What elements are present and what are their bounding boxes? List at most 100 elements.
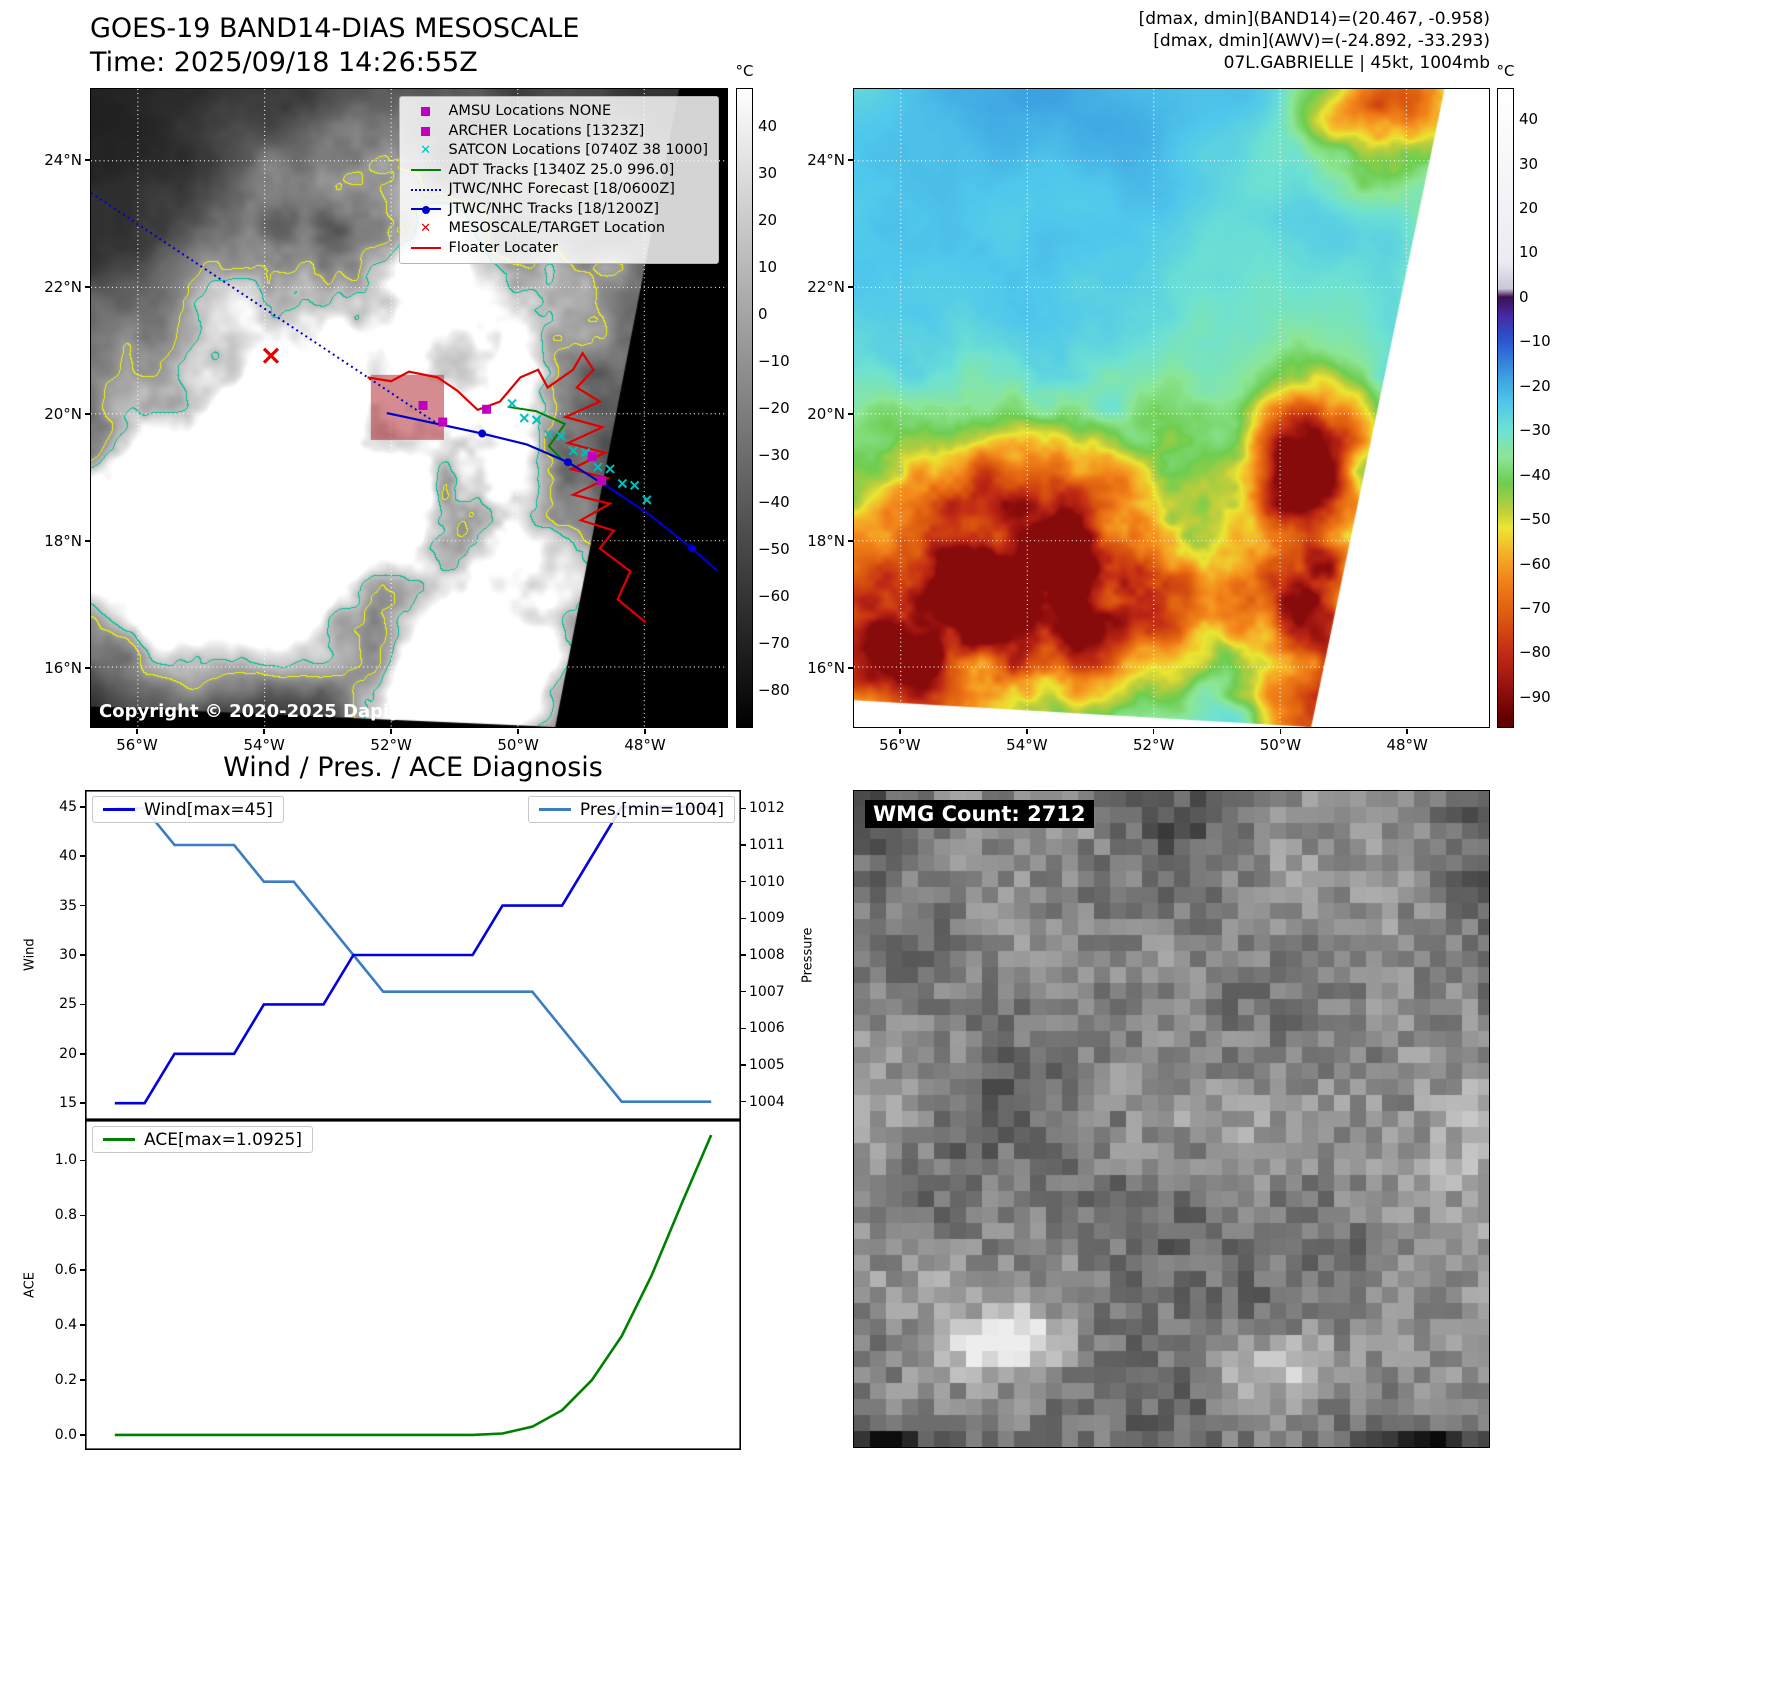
legend-item-5: JTWC/NHC Tracks [18/1200Z]	[410, 200, 708, 220]
wind-line-sample	[103, 808, 135, 811]
wind-tick	[80, 855, 85, 857]
awv-colorbar-tick: −40	[1519, 465, 1551, 484]
awv-colorbar-tick: −30	[1519, 421, 1551, 440]
pressure-legend: Pres.[min=1004]	[527, 796, 735, 823]
dotted-line-icon	[410, 183, 442, 197]
wind-tick-label: 15	[59, 1095, 77, 1112]
pressure-line-sample	[538, 808, 571, 811]
wind-legend: Wind[max=45]	[92, 796, 284, 823]
band14-colorbar-tick: −50	[758, 540, 790, 559]
band14-lat-tick	[85, 159, 90, 161]
wind-tick	[80, 1053, 85, 1055]
jtwc-track-point	[564, 458, 572, 467]
awv-lon-label: 48°W	[1386, 736, 1428, 754]
satcon-marker	[617, 478, 628, 489]
legend-item-4: JTWC/NHC Forecast [18/0600Z]	[410, 180, 708, 200]
wind-tick	[80, 904, 85, 907]
archer-amsu-marker	[482, 404, 492, 414]
awv-lon-tick	[1279, 729, 1282, 734]
legend-item-6: ✕ MESOSCALE/TARGET Location	[410, 219, 708, 239]
pressure-tick	[741, 844, 746, 846]
wind-tick-label: 45	[59, 798, 77, 815]
band14-lon-tick	[263, 729, 265, 734]
legend-item-label: Floater Locater	[448, 239, 558, 256]
band14-colorbar-tick: −10	[758, 351, 790, 370]
diagnosis-title: Wind / Pres. / ACE Diagnosis	[223, 752, 603, 783]
awv-colorbar-tick: −60	[1519, 554, 1551, 573]
mesoscale-target-marker	[262, 347, 280, 364]
awv-lat-tick	[848, 667, 853, 669]
band14-lat-label: 22°N	[44, 278, 82, 297]
awv-colorbar-tick: 0	[1519, 287, 1529, 306]
band14-lat-tick	[85, 667, 90, 669]
pressure-tick	[741, 954, 746, 956]
ace-tick-label: 0.2	[54, 1371, 77, 1388]
wmg-panel: WMG Count: 2712	[853, 790, 1490, 1448]
legend-item-label: JTWC/NHC Tracks [18/1200Z]	[448, 200, 660, 217]
ace-tick	[80, 1434, 85, 1436]
pressure-tick	[741, 990, 746, 993]
pressure-tick-label: 1009	[749, 910, 785, 927]
awv-lon-tick	[899, 729, 901, 734]
band14-title: GOES-19 BAND14-DIAS MESOSCALE	[90, 13, 580, 44]
band14-lon-label: 54°W	[243, 736, 285, 754]
legend-item-label: SATCON Locations [0740Z 38 1000]	[448, 142, 708, 158]
band14-colorbar-tick: 30	[758, 163, 778, 182]
satcon-marker	[642, 495, 652, 505]
awv-colorbar-tick: −90	[1519, 687, 1551, 706]
awv-overlay	[854, 89, 1489, 727]
legend-item-2: ✕ SATCON Locations [0740Z 38 1000]	[410, 141, 708, 161]
band14-lat-tick	[85, 286, 90, 288]
awv-colorbar-tick: −20	[1519, 376, 1551, 395]
floater-locater-line	[367, 351, 647, 624]
ace-legend-label: ACE[max=1.0925]	[144, 1129, 302, 1150]
wind-tick-label: 20	[59, 1045, 77, 1062]
line-icon	[410, 241, 442, 255]
pressure-tick	[741, 1064, 746, 1066]
legend-item-label: ARCHER Locations [1323Z]	[448, 122, 645, 139]
awv-lon-label: 56°W	[879, 736, 921, 754]
ace-tick	[80, 1159, 85, 1162]
pressure-tick-label: 1012	[749, 800, 785, 817]
satcon-marker	[629, 480, 640, 491]
band14-lat-tick	[85, 413, 90, 415]
wind-legend-label: Wind[max=45]	[144, 799, 273, 820]
jtwc-track-point	[478, 429, 487, 438]
awv-colorbar-tick: −50	[1519, 510, 1551, 529]
copyright-label: Copyright © 2020-2025 Dapiya	[99, 701, 414, 722]
satcon-marker	[531, 415, 542, 425]
awv-lat-label: 18°N	[807, 532, 845, 551]
band14-colorbar-tick: −40	[758, 493, 790, 512]
ace-line	[114, 1134, 713, 1437]
band14-overlay	[91, 89, 727, 727]
awv-colorbar-unit: °C	[1496, 62, 1515, 80]
band14-colorbar-tick: −70	[758, 634, 790, 653]
awv-map-panel	[853, 88, 1490, 728]
band14-lon-label: 50°W	[497, 736, 539, 754]
awv-lat-tick	[848, 159, 853, 161]
pressure-line	[114, 806, 712, 1104]
awv-lat-tick	[848, 413, 853, 415]
pressure-tick	[741, 807, 746, 810]
wmg-count-badge: WMG Count: 2712	[865, 800, 1094, 828]
line-dot-icon	[410, 202, 442, 216]
legend-item-3: ADT Tracks [1340Z 25.0 996.0]	[410, 161, 708, 181]
square-icon	[410, 105, 442, 119]
band14-colorbar-tick: −30	[758, 446, 790, 465]
satcon-marker	[544, 429, 554, 440]
satcon-marker	[507, 398, 517, 409]
wmg-image	[854, 791, 1489, 1447]
adt-track-line	[507, 405, 568, 465]
wind-pressure-chart: Wind[max=45] Pres.[min=1004]	[85, 790, 742, 1120]
band14-colorbar	[736, 88, 753, 728]
ace-tick	[80, 1269, 85, 1271]
band14-lon-tick	[136, 729, 138, 734]
jtwc-forecast-line	[91, 192, 439, 425]
legend-item-label: ADT Tracks [1340Z 25.0 996.0]	[448, 161, 675, 178]
band14-map-panel: AMSU Locations NONE ARCHER Locations [132…	[90, 88, 728, 728]
satcon-marker	[605, 464, 615, 474]
ace-tick-label: 0.6	[54, 1262, 77, 1279]
band14-lon-tick	[644, 729, 646, 734]
band14-lon-label: 52°W	[370, 736, 412, 754]
